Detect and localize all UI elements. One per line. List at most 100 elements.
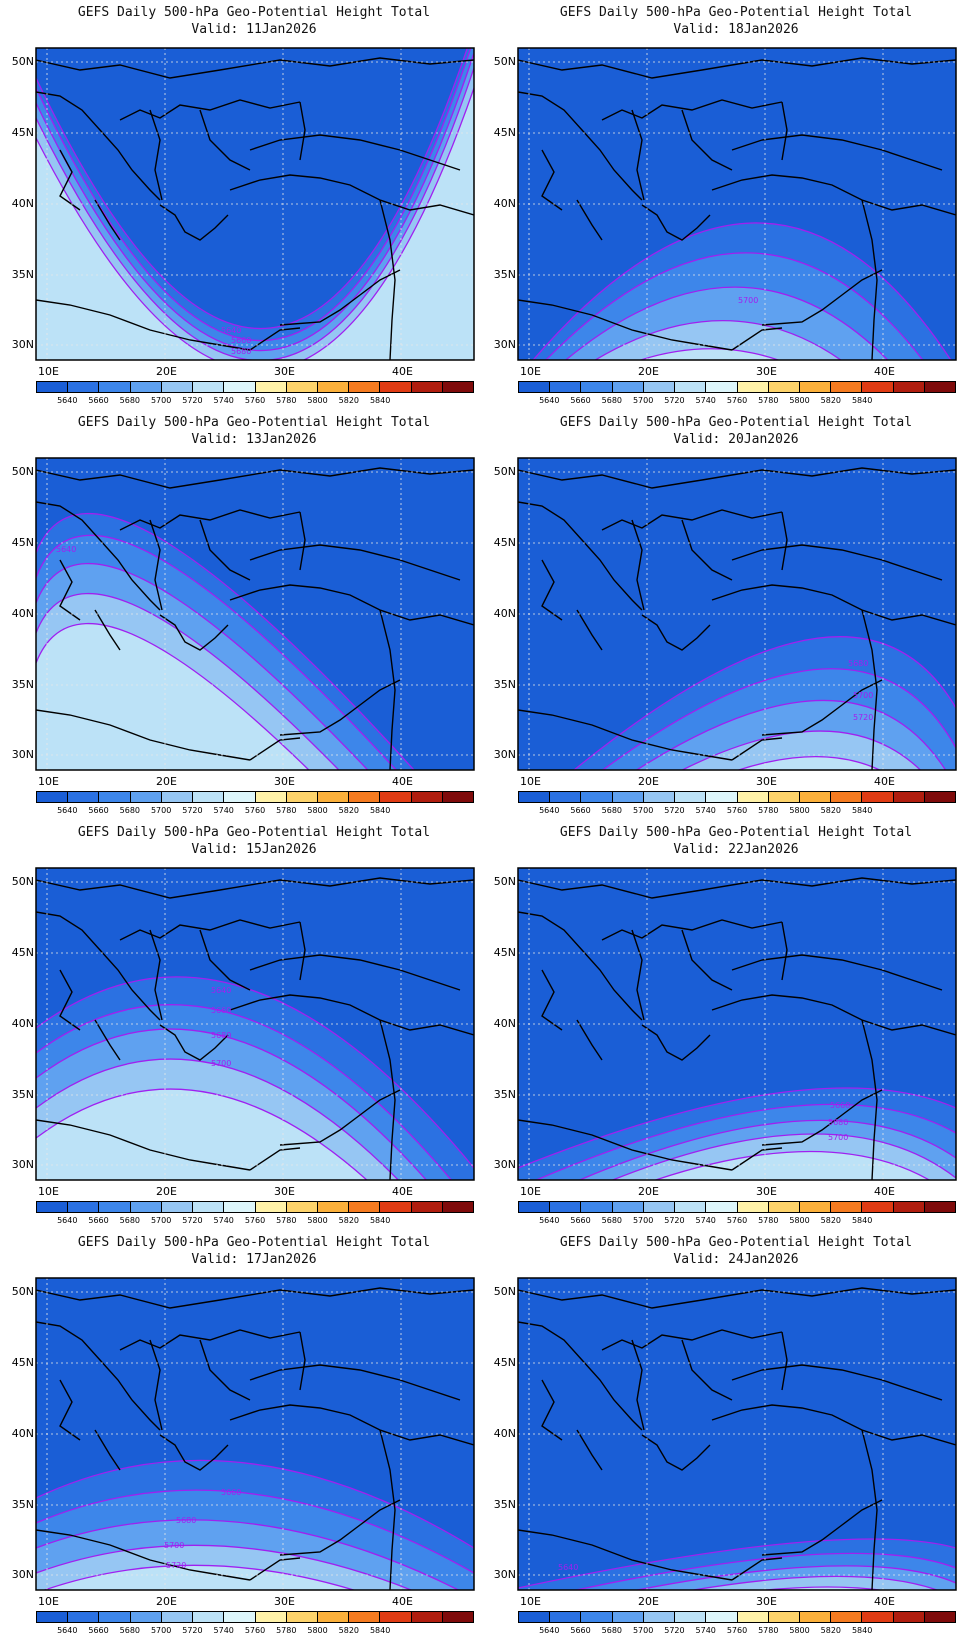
- contour-label: 5680: [176, 1516, 196, 1525]
- coastline-border: [731, 1557, 783, 1581]
- colorbar-swatch: [255, 1202, 287, 1212]
- panel-title: GEFS Daily 500-hPa Geo-Potential Height …: [77, 1235, 431, 1250]
- colorbar-label: 5640: [539, 806, 560, 815]
- contour-label: 5640: [56, 545, 76, 554]
- colorbar-swatch: [349, 1202, 381, 1212]
- colorbar-swatch: [643, 792, 676, 802]
- coastline-border: [576, 199, 603, 241]
- colorbar-swatch: [519, 382, 551, 392]
- map-frame: [35, 457, 475, 771]
- colorbar-swatch: [37, 382, 69, 392]
- coastline-border: [94, 609, 121, 651]
- panel-valid-date: Valid: 22Jan2026: [673, 842, 799, 857]
- coastline-border: [731, 954, 943, 991]
- contour-line: [573, 1552, 956, 1590]
- lat-tick-label: 50N: [493, 1285, 516, 1298]
- colorbar-label: 5800: [789, 396, 810, 405]
- lat-tick-label: 35N: [11, 678, 34, 691]
- colorbar-swatch: [37, 792, 69, 802]
- colorbar-swatch: [349, 792, 381, 802]
- panel-valid-date: Valid: 18Jan2026: [673, 22, 799, 37]
- coastline-border: [518, 911, 643, 1021]
- colorbar-swatch: [612, 1202, 644, 1212]
- colorbar-swatch: [411, 1202, 443, 1212]
- lat-tick-label: 30N: [11, 1568, 34, 1581]
- colorbar-swatch: [286, 1202, 318, 1212]
- colorbar-swatch: [519, 792, 551, 802]
- contour-label: 5640: [221, 326, 241, 335]
- colorbar-swatch: [581, 792, 613, 802]
- lat-tick-label: 35N: [493, 1088, 516, 1101]
- colorbar-label: 5640: [57, 1626, 78, 1635]
- coastline-border: [299, 1331, 306, 1391]
- colorbar: [518, 1201, 956, 1213]
- contour-line: [36, 1004, 453, 1180]
- contour-line: [518, 1538, 956, 1589]
- colorbar-swatch: [675, 382, 707, 392]
- contour-label: 5700: [853, 691, 873, 700]
- coastline-border: [59, 969, 81, 1031]
- coastline-border: [299, 101, 306, 161]
- colorbar-label: 5660: [88, 396, 109, 405]
- lat-tick-label: 30N: [493, 338, 516, 351]
- contour-line: [594, 320, 842, 360]
- lon-tick-label: 10E: [38, 1595, 59, 1608]
- coastline-border: [518, 1287, 956, 1309]
- lat-tick-label: 40N: [493, 1427, 516, 1440]
- height-band: [36, 53, 474, 360]
- coastline-border: [631, 519, 645, 611]
- contour-line: [601, 668, 956, 770]
- lon-tick-label: 20E: [156, 775, 177, 788]
- colorbar-label: 5660: [570, 396, 591, 405]
- coastline-border: [94, 199, 121, 241]
- colorbar-swatch: [99, 1202, 131, 1212]
- colorbar-swatch: [706, 792, 738, 802]
- colorbar-swatch: [799, 792, 832, 802]
- lat-tick-label: 50N: [493, 465, 516, 478]
- map-frame: [517, 457, 957, 771]
- coastline-border: [781, 1331, 788, 1391]
- colorbar-label: 5740: [213, 396, 234, 405]
- colorbar-label: 5740: [213, 1626, 234, 1635]
- coastline-border: [229, 994, 474, 1036]
- contour-line: [565, 286, 889, 360]
- coastline-border: [94, 1429, 121, 1471]
- coastline-border: [681, 1339, 733, 1401]
- colorbar-swatch: [37, 1612, 69, 1622]
- colorbar-label: 5720: [182, 806, 203, 815]
- coastline-border: [229, 584, 474, 626]
- colorbar-swatch: [286, 792, 318, 802]
- lat-tick-label: 35N: [493, 268, 516, 281]
- colorbar-swatch: [224, 1612, 256, 1622]
- height-band: [655, 1151, 930, 1180]
- colorbar-swatch: [286, 1612, 318, 1622]
- coastline-border: [149, 1339, 163, 1431]
- colorbar-swatch: [519, 1202, 551, 1212]
- colorbar-swatch: [37, 1202, 69, 1212]
- colorbar-label: 5700: [632, 806, 654, 815]
- colorbar-swatch: [862, 1202, 894, 1212]
- colorbar-swatch: [286, 382, 318, 392]
- coastline-border: [781, 511, 788, 571]
- colorbar-label: 5700: [632, 1626, 654, 1635]
- colorbar-swatch: [380, 792, 412, 802]
- lat-tick-label: 40N: [11, 607, 34, 620]
- coastline-border: [731, 1147, 783, 1171]
- colorbar-swatch: [737, 382, 769, 392]
- coastline-border: [36, 91, 161, 201]
- colorbar-swatch: [612, 792, 644, 802]
- colorbar-swatch: [68, 382, 100, 392]
- height-band: [44, 1565, 354, 1590]
- colorbar-label: 5700: [150, 1216, 172, 1225]
- lon-tick-label: 40E: [874, 775, 895, 788]
- coastline-border: [36, 1529, 251, 1581]
- colorbar-swatch: [161, 1612, 194, 1622]
- colorbar-swatch: [317, 382, 350, 392]
- colorbar: [36, 791, 474, 803]
- colorbar-swatch: [224, 792, 256, 802]
- colorbar-label: 5760: [244, 396, 266, 405]
- lat-tick-label: 45N: [11, 1356, 34, 1369]
- coastline-border: [249, 544, 461, 581]
- colorbar-label: 5680: [601, 1626, 623, 1635]
- height-band: [36, 623, 309, 770]
